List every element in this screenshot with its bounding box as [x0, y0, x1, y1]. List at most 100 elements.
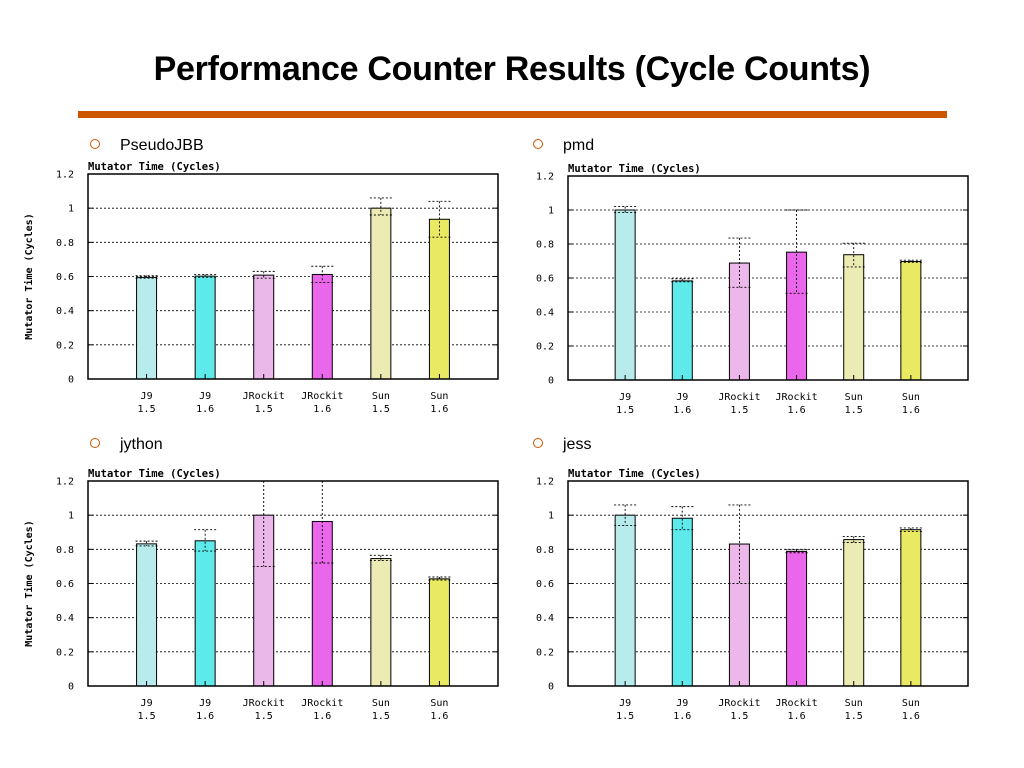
- x-tick-label: 1.6: [788, 405, 806, 416]
- bullet-circle-icon: [90, 139, 100, 149]
- bar: [614, 209, 636, 381]
- x-tick-label: 1.5: [255, 404, 273, 415]
- x-tick-label: 1.6: [788, 711, 806, 722]
- x-tick-label: 1.6: [196, 711, 214, 722]
- y-axis-label: Mutator Time (Cycles): [23, 213, 35, 339]
- bar: [900, 529, 922, 687]
- x-tick-label: JRockit: [243, 391, 285, 402]
- bar: [194, 275, 216, 380]
- y-tick-label: 0.8: [56, 545, 74, 556]
- chart-pmd: Mutator Time (Cycles) 0 0.2 0.4 0.6 0.8 1 1.2 J9…: [518, 160, 978, 430]
- y-tick-label: 0.4: [56, 306, 74, 317]
- bar: [428, 218, 450, 380]
- bar: [900, 261, 922, 381]
- x-tick-label: 1.5: [845, 711, 863, 722]
- y-tick-label: 0: [68, 375, 74, 386]
- y-tick-label: 1: [68, 511, 74, 522]
- x-tick-label: 1.6: [902, 711, 920, 722]
- bar: [614, 514, 636, 687]
- x-tick-label: 1.6: [313, 711, 331, 722]
- x-tick-label: J9: [676, 698, 688, 709]
- chart-title: Mutator Time (Cycles): [88, 161, 221, 173]
- x-tick-label: Sun: [902, 392, 920, 403]
- x-tick-label: J9: [619, 698, 631, 709]
- x-tick-label: 1.5: [616, 711, 634, 722]
- y-tick-label: 0.4: [536, 613, 554, 624]
- bullet-circle-icon: [90, 438, 100, 448]
- x-tick-label: J9: [199, 391, 211, 402]
- y-tick-label: 1.2: [56, 170, 74, 181]
- bar: [370, 207, 392, 380]
- x-tick-label: 1.5: [138, 711, 156, 722]
- bullet-label: jess: [563, 436, 592, 453]
- x-tick-label: 1.5: [138, 404, 156, 415]
- y-tick-label: 1: [548, 206, 554, 217]
- x-tick-label: 1.6: [673, 405, 691, 416]
- bar: [253, 514, 275, 687]
- x-tick-label: JRockit: [718, 392, 760, 403]
- bar: [136, 276, 158, 380]
- y-tick-label: 1.2: [536, 172, 554, 183]
- y-tick-label: 0.6: [56, 272, 74, 283]
- bullet-jess: jess: [533, 436, 591, 454]
- x-tick-label: Sun: [902, 698, 920, 709]
- x-tick-label: Sun: [430, 391, 448, 402]
- bar: [253, 274, 275, 380]
- plot-frame: [87, 173, 499, 380]
- title-rule: [78, 111, 947, 118]
- y-tick-label: 0.8: [56, 238, 74, 249]
- x-tick-label: 1.5: [616, 405, 634, 416]
- x-tick-label: 1.6: [902, 405, 920, 416]
- x-tick-label: J9: [141, 698, 153, 709]
- bullet-circle-icon: [533, 438, 543, 448]
- y-tick-label: 0.2: [56, 340, 74, 351]
- x-tick-label: 1.6: [430, 711, 448, 722]
- y-tick-label: 0: [548, 682, 554, 693]
- x-tick-label: 1.6: [673, 711, 691, 722]
- plot-frame: [87, 480, 499, 687]
- x-tick-label: JRockit: [301, 391, 343, 402]
- bullet-pseudojbb: PseudoJBB: [90, 137, 204, 155]
- y-tick-label: 0.6: [56, 579, 74, 590]
- y-tick-label: 1: [548, 511, 554, 522]
- bar: [428, 578, 450, 687]
- bar: [843, 539, 865, 687]
- bar: [671, 280, 693, 381]
- y-tick-label: 0.2: [56, 647, 74, 658]
- y-tick-label: 0.8: [536, 545, 554, 556]
- y-tick-label: 1.2: [536, 477, 554, 488]
- x-tick-label: 1.5: [730, 711, 748, 722]
- x-tick-label: Sun: [372, 698, 390, 709]
- y-axis-label: Mutator Time (Cycles): [23, 520, 35, 646]
- bar: [786, 550, 808, 687]
- x-tick-label: JRockit: [775, 698, 817, 709]
- chart-jython: Mutator Time (Cycles) Mutator Time (Cycle…: [20, 465, 510, 735]
- bar: [136, 543, 158, 687]
- x-tick-label: 1.6: [196, 404, 214, 415]
- x-tick-label: JRockit: [718, 698, 760, 709]
- y-tick-label: 0: [68, 682, 74, 693]
- x-tick-label: 1.6: [313, 404, 331, 415]
- chart-jess: Mutator Time (Cycles) 0 0.2 0.4 0.6 0.8 1 1.2 J9…: [518, 465, 978, 735]
- plot-frame: [567, 480, 969, 687]
- plot-frame: [567, 175, 969, 381]
- x-tick-label: 1.5: [372, 711, 390, 722]
- bar: [370, 558, 392, 687]
- x-tick-label: 1.5: [845, 405, 863, 416]
- y-tick-label: 0.8: [536, 240, 554, 251]
- bullet-label: PseudoJBB: [120, 137, 204, 154]
- chart-title: Mutator Time (Cycles): [88, 468, 221, 480]
- bullet-jython: jython: [90, 436, 163, 454]
- bar: [728, 262, 750, 381]
- y-tick-label: 0.6: [536, 579, 554, 590]
- x-tick-label: JRockit: [775, 392, 817, 403]
- x-tick-label: Sun: [372, 391, 390, 402]
- chart-pseudojbb: Mutator Time (Cycles) Mutator Time (Cycle…: [20, 158, 510, 428]
- y-tick-label: 1: [68, 204, 74, 215]
- x-tick-label: J9: [141, 391, 153, 402]
- y-tick-label: 0: [548, 376, 554, 387]
- y-tick-label: 0.6: [536, 274, 554, 285]
- bullet-circle-icon: [533, 139, 543, 149]
- bullet-label: pmd: [563, 137, 595, 154]
- bullet-label: jython: [120, 436, 163, 453]
